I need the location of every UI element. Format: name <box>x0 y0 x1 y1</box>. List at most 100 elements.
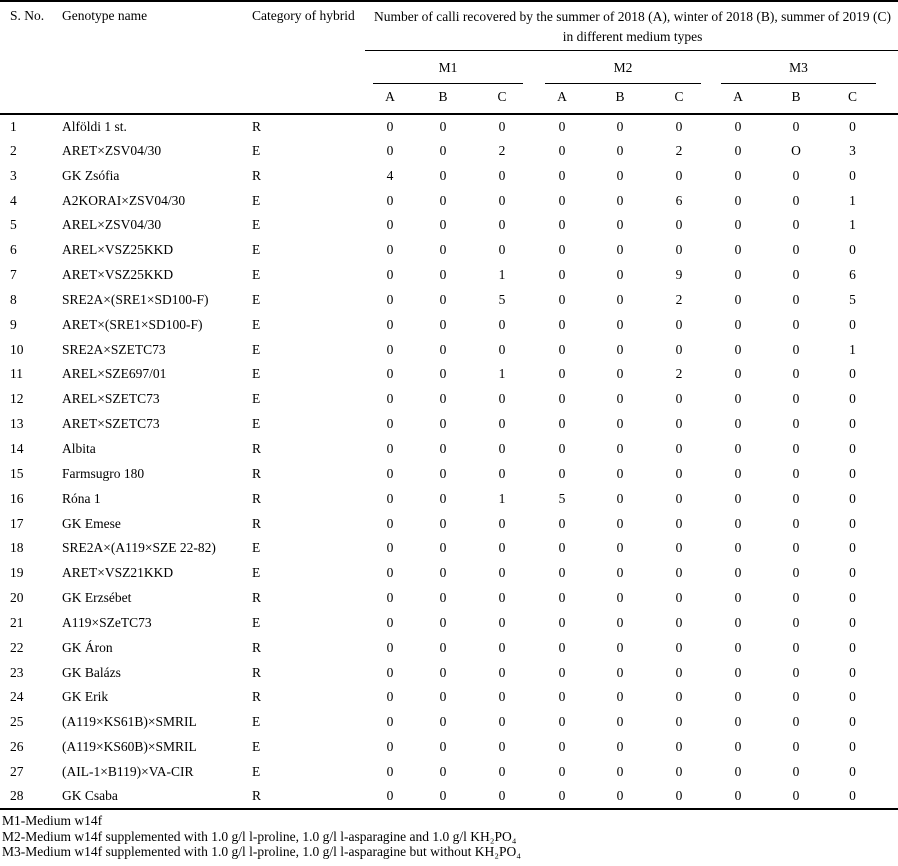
row-number-cell: 14 <box>10 441 24 457</box>
value-cell: 0 <box>734 142 742 158</box>
value-cell: 0 <box>849 739 856 755</box>
value-cell: 0 <box>792 441 800 457</box>
value-cell: 0 <box>734 689 742 705</box>
value-cell: 0 <box>792 515 800 531</box>
value-cell: 0 <box>616 540 624 556</box>
category-cell: E <box>252 565 261 581</box>
genotype-name-cell: (A119×KS61B)×SMRIL <box>62 714 197 730</box>
value-cell: 0 <box>734 167 742 183</box>
genotype-name-cell: ARET×VSZ25KKD <box>62 267 174 283</box>
value-cell: 0 <box>734 590 742 606</box>
value-cell: 0 <box>849 639 856 655</box>
value-cell: 0 <box>558 267 566 283</box>
category-cell: R <box>252 590 262 606</box>
value-cell: 0 <box>616 763 624 779</box>
value-cell: 0 <box>558 242 566 258</box>
value-cell: 0 <box>386 316 394 332</box>
value-cell: 0 <box>498 242 506 258</box>
category-cell: E <box>252 763 261 779</box>
value-cell: 0 <box>734 118 742 134</box>
value-cell: 5 <box>558 490 566 506</box>
value-cell: 0 <box>386 217 394 233</box>
table-row: 27 (AIL-1×B119)×VA-CIR E 0 0 0 0 0 0 0 0 0 <box>0 760 898 785</box>
category-cell: R <box>252 689 262 705</box>
value-cell: 0 <box>558 366 566 382</box>
genotype-name-cell: GK Erzsébet <box>62 590 132 606</box>
value-cell: 0 <box>616 515 624 531</box>
value-cell: 0 <box>675 391 683 407</box>
genotype-name-cell: GK Erik <box>62 689 109 705</box>
value-cell: 0 <box>616 242 624 258</box>
value-cell: 6 <box>849 267 856 283</box>
category-cell: E <box>252 391 261 407</box>
medium-group-label-m1: M1 <box>373 60 523 84</box>
value-cell: 0 <box>498 192 506 208</box>
genotype-name-cell: (A119×KS60B)×SMRIL <box>62 739 197 755</box>
value-cell: 0 <box>734 739 742 755</box>
value-cell: 0 <box>439 167 447 183</box>
value-cell: 0 <box>386 441 394 457</box>
table-row: 1 Alföldi 1 st. R 0 0 0 0 0 0 0 0 0 <box>0 114 898 139</box>
value-cell: 0 <box>439 465 447 481</box>
value-cell: 0 <box>498 639 506 655</box>
value-cell: 0 <box>498 614 506 630</box>
value-cell: 0 <box>498 316 506 332</box>
value-cell: 6 <box>675 192 683 208</box>
table-row: 16 Róna 1 R 0 0 1 5 0 0 0 0 0 <box>0 486 898 511</box>
value-cell: 0 <box>616 291 624 307</box>
value-cell: 4 <box>386 167 394 183</box>
value-cell: 0 <box>498 341 506 357</box>
row-number-cell: 25 <box>10 714 24 730</box>
value-cell: 0 <box>498 441 506 457</box>
value-cell: 0 <box>849 465 856 481</box>
value-cell: 0 <box>558 639 566 655</box>
value-cell: 0 <box>849 167 856 183</box>
value-cell: 0 <box>734 217 742 233</box>
value-cell: 0 <box>849 714 856 730</box>
table-row: 13 ARET×SZETC73 E 0 0 0 0 0 0 0 0 0 <box>0 412 898 437</box>
genotype-name-cell: GK Áron <box>62 639 113 655</box>
value-cell: 0 <box>792 664 800 680</box>
value-cell: 1 <box>849 217 856 233</box>
value-cell: 0 <box>675 167 683 183</box>
value-cell: 0 <box>558 316 566 332</box>
table-row: 10 SRE2A×SZETC73 E 0 0 0 0 0 0 0 0 1 <box>0 337 898 362</box>
table-row: 19 ARET×VSZ21KKD E 0 0 0 0 0 0 0 0 0 <box>0 561 898 586</box>
genotype-name-cell: Róna 1 <box>62 490 101 506</box>
table-row: 26 (A119×KS60B)×SMRIL E 0 0 0 0 0 0 0 0 0 <box>0 735 898 760</box>
value-cell: 0 <box>849 515 856 531</box>
value-cell: 0 <box>734 267 742 283</box>
value-cell: 0 <box>675 490 683 506</box>
table-row: 5 AREL×ZSV04/30 E 0 0 0 0 0 0 0 0 1 <box>0 213 898 238</box>
value-cell: 0 <box>792 267 800 283</box>
value-cell: 0 <box>558 515 566 531</box>
value-cell: 0 <box>386 391 394 407</box>
value-cell: 0 <box>439 217 447 233</box>
value-cell: 0 <box>675 540 683 556</box>
table-row: 7 ARET×VSZ25KKD E 0 0 1 0 0 9 0 0 6 <box>0 263 898 288</box>
header-calli-description: Number of calli recovered by the summer … <box>365 1 898 52</box>
header-row-seasons: A B C A B C A B C <box>0 84 898 114</box>
value-cell: 0 <box>849 614 856 630</box>
value-cell: 0 <box>386 639 394 655</box>
value-cell: 0 <box>734 614 742 630</box>
value-cell: 0 <box>734 565 742 581</box>
value-cell: 0 <box>734 391 742 407</box>
row-number-cell: 11 <box>10 366 23 382</box>
value-cell: 0 <box>439 441 447 457</box>
value-cell: 0 <box>675 217 683 233</box>
genotype-name-cell: ARET×SZETC73 <box>62 416 160 432</box>
value-cell: O <box>791 142 801 158</box>
table-row: 17 GK Emese R 0 0 0 0 0 0 0 0 0 <box>0 511 898 536</box>
value-cell: 0 <box>675 639 683 655</box>
value-cell: 0 <box>558 590 566 606</box>
value-cell: 0 <box>675 565 683 581</box>
genotype-name-cell: AREL×ZSV04/30 <box>62 217 162 233</box>
value-cell: 0 <box>616 590 624 606</box>
value-cell: 0 <box>734 192 742 208</box>
table-row: 15 Farmsugro 180 R 0 0 0 0 0 0 0 0 0 <box>0 461 898 486</box>
header-category-of-hybrid: Category of hybrid <box>252 8 355 23</box>
value-cell: 0 <box>558 763 566 779</box>
value-cell: 0 <box>439 788 447 804</box>
value-cell: 0 <box>558 614 566 630</box>
